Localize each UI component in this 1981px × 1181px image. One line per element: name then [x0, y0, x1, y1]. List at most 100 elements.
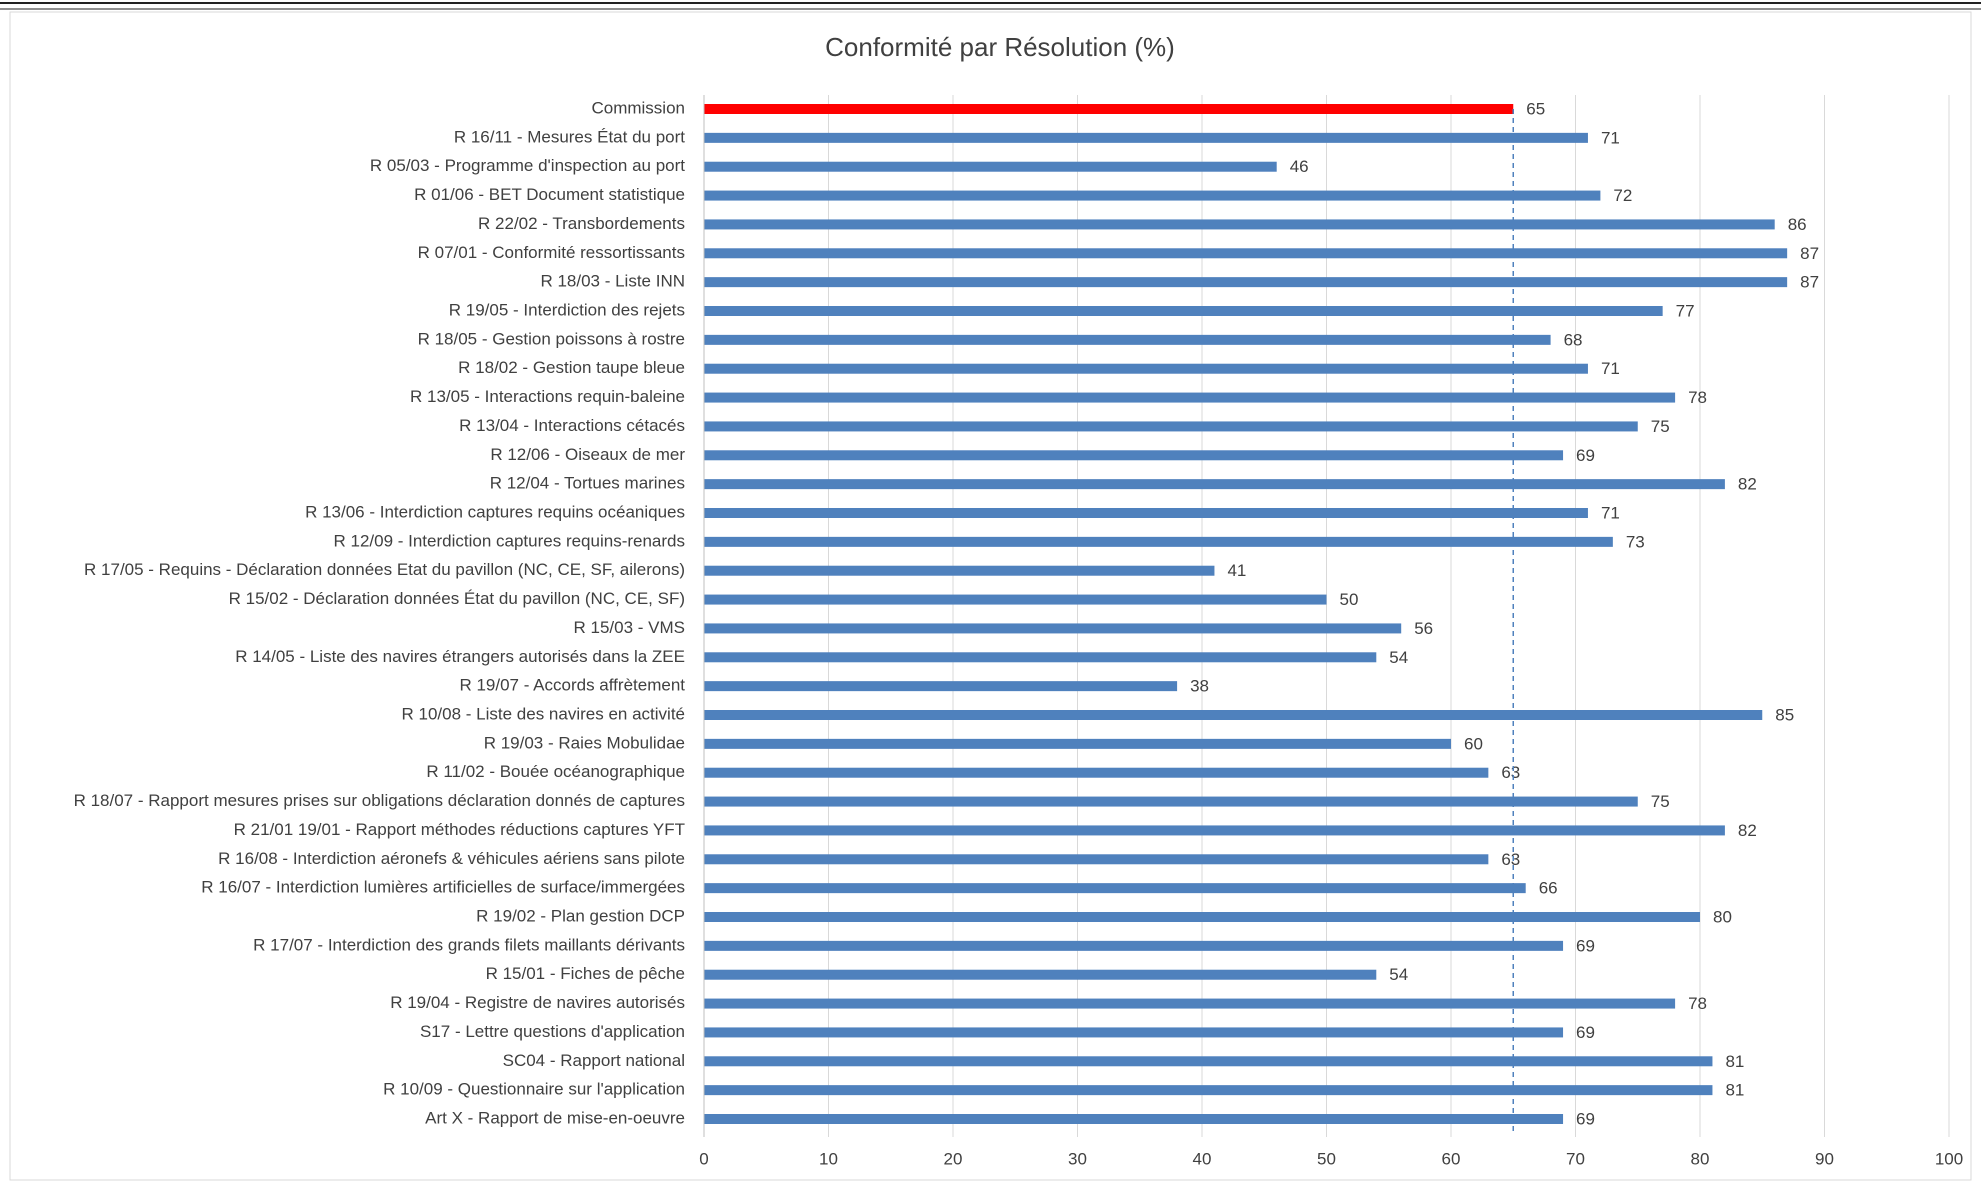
bar	[704, 1085, 1713, 1096]
y-tick-label: R 14/05 - Liste des navires étrangers au…	[235, 647, 685, 666]
y-tick-label: R 16/07 - Interdiction lumières artifici…	[201, 878, 685, 897]
y-tick-label: R 19/04 - Registre de navires autorisés	[390, 993, 685, 1012]
value-label: 87	[1800, 273, 1819, 292]
bar	[704, 623, 1402, 634]
value-label: 69	[1576, 1109, 1595, 1128]
bar	[704, 652, 1377, 663]
bar	[704, 248, 1788, 259]
x-tick-label: 70	[1566, 1149, 1585, 1168]
bar	[704, 940, 1564, 951]
x-tick-label: 30	[1068, 1149, 1087, 1168]
value-label: 60	[1464, 734, 1483, 753]
y-tick-label: R 12/06 - Oiseaux de mer	[490, 445, 685, 464]
value-label: 81	[1725, 1081, 1744, 1100]
value-label: 69	[1576, 446, 1595, 465]
bar	[704, 854, 1489, 865]
bar	[704, 738, 1451, 749]
value-label: 86	[1788, 215, 1807, 234]
y-tick-label: R 13/05 - Interactions requin-baleine	[410, 387, 685, 406]
bar	[704, 912, 1700, 922]
y-tick-label: R 17/07 - Interdiction des grands filets…	[253, 935, 685, 954]
bar	[704, 1114, 1564, 1124]
value-label: 56	[1414, 619, 1433, 638]
bar	[704, 1027, 1564, 1038]
y-tick-label: R 01/06 - BET Document statistique	[414, 185, 685, 204]
y-tick-label: R 19/05 - Interdiction des rejets	[449, 300, 685, 319]
value-label: 75	[1651, 792, 1670, 811]
y-tick-label: SC04 - Rapport national	[503, 1051, 685, 1070]
value-label: 80	[1713, 907, 1732, 926]
y-tick-label: R 15/02 - Déclaration données État du pa…	[229, 589, 685, 608]
bar	[704, 363, 1588, 374]
y-tick-label: Commission	[591, 98, 685, 117]
bar	[704, 681, 1178, 692]
bar	[704, 594, 1327, 605]
value-label: 63	[1501, 763, 1520, 782]
y-tick-label: R 19/02 - Plan gestion DCP	[476, 906, 685, 925]
value-label: 71	[1601, 128, 1620, 147]
bar	[704, 767, 1489, 778]
y-tick-label: R 10/08 - Liste des navires en activité	[402, 704, 685, 723]
value-label: 78	[1688, 994, 1707, 1013]
value-label: 65	[1526, 99, 1545, 118]
bar	[704, 392, 1676, 403]
x-tick-label: 100	[1935, 1149, 1963, 1168]
bar	[704, 998, 1676, 1009]
bar	[704, 508, 1588, 518]
value-label: 41	[1227, 561, 1246, 580]
bar	[704, 710, 1763, 720]
y-tick-label: R 18/05 - Gestion poissons à rostre	[418, 329, 685, 348]
y-tick-label: R 15/03 - VMS	[574, 618, 686, 637]
y-tick-label: R 18/02 - Gestion taupe bleue	[458, 358, 685, 377]
y-tick-label: R 17/05 - Requins - Déclaration données …	[84, 560, 685, 579]
value-label: 85	[1775, 705, 1794, 724]
y-tick-label: R 12/09 - Interdiction captures requins-…	[333, 531, 685, 550]
y-tick-label: R 16/08 - Interdiction aéronefs & véhicu…	[218, 849, 685, 868]
value-label: 50	[1340, 590, 1359, 609]
y-tick-label: S17 - Lettre questions d'application	[420, 1022, 685, 1041]
y-tick-label: R 13/04 - Interactions cétacés	[459, 416, 685, 435]
y-tick-label: Art X - Rapport de mise-en-oeuvre	[425, 1108, 685, 1127]
value-label: 71	[1601, 503, 1620, 522]
x-tick-label: 20	[944, 1149, 963, 1168]
x-tick-label: 60	[1442, 1149, 1461, 1168]
y-tick-label: R 19/03 - Raies Mobulidae	[484, 733, 685, 752]
value-label: 73	[1626, 532, 1645, 551]
bar	[704, 190, 1601, 201]
value-label: 46	[1290, 157, 1309, 176]
y-tick-label: R 18/03 - Liste INN	[540, 272, 685, 291]
y-tick-label: R 05/03 - Programme d'inspection au port	[370, 156, 685, 175]
y-tick-label: R 21/01 19/01 - Rapport méthodes réducti…	[234, 820, 685, 839]
bar	[704, 132, 1588, 143]
bar	[704, 1056, 1713, 1067]
x-tick-label: 50	[1317, 1149, 1336, 1168]
bar	[704, 450, 1564, 461]
x-tick-label: 80	[1691, 1149, 1710, 1168]
x-tick-label: 90	[1815, 1149, 1834, 1168]
value-label: 54	[1389, 648, 1408, 667]
y-tick-label: R 12/04 - Tortues marines	[490, 474, 685, 493]
bar	[704, 796, 1638, 807]
y-tick-label: R 18/07 - Rapport mesures prises sur obl…	[74, 791, 685, 810]
x-tick-label: 0	[699, 1149, 708, 1168]
bar	[704, 536, 1613, 547]
bar	[704, 306, 1663, 316]
value-label: 72	[1613, 186, 1632, 205]
bar	[704, 883, 1526, 894]
value-label: 82	[1738, 475, 1757, 494]
value-label: 66	[1539, 879, 1558, 898]
value-label: 71	[1601, 359, 1620, 378]
value-label: 87	[1800, 244, 1819, 263]
value-label: 78	[1688, 388, 1707, 407]
value-label: 69	[1576, 936, 1595, 955]
chart-frame	[9, 11, 1972, 1181]
value-label: 38	[1190, 677, 1209, 696]
y-tick-label: R 19/07 - Accords affrètement	[459, 676, 685, 695]
bar	[704, 969, 1377, 980]
value-label: 75	[1651, 417, 1670, 436]
chart-title: Conformité par Résolution (%)	[825, 32, 1175, 62]
value-label: 63	[1501, 850, 1520, 869]
bar	[704, 334, 1551, 345]
value-label: 77	[1676, 301, 1695, 320]
